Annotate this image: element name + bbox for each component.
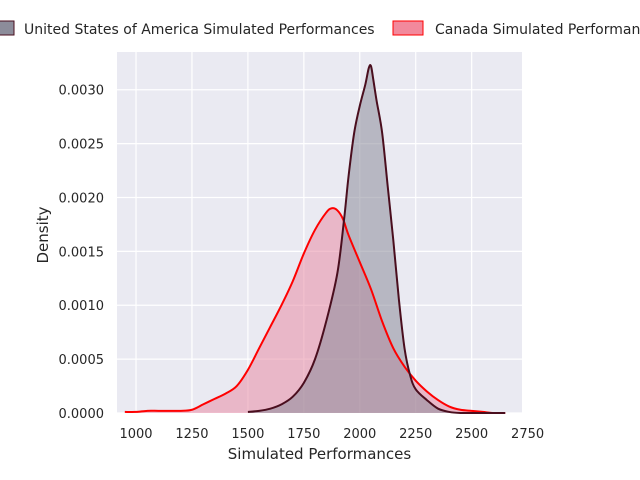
x-tick-label: 2500 xyxy=(455,427,488,442)
density-line-canada xyxy=(124,207,506,415)
y-tick-label: 0.0025 xyxy=(59,138,105,153)
x-axis-title: Simulated Performances xyxy=(228,445,412,463)
y-tick-label: 0.0000 xyxy=(59,407,105,422)
density-line-usa xyxy=(247,64,506,415)
y-tick-label: 0.0015 xyxy=(59,245,105,260)
legend-swatch-canada xyxy=(392,20,424,36)
y-tick-label: 0.0030 xyxy=(59,84,105,99)
x-tick-label: 1000 xyxy=(119,427,152,442)
y-axis-title: Density xyxy=(34,206,52,263)
y-tick-label: 0.0020 xyxy=(59,191,105,206)
density-fill-usa xyxy=(247,65,506,414)
y-tick-label: 0.0010 xyxy=(59,299,105,314)
density-fills xyxy=(124,65,506,414)
x-tick-label: 2000 xyxy=(343,427,376,442)
legend-label-canada: Canada Simulated Performances xyxy=(435,22,640,38)
x-tick-label: 2250 xyxy=(399,427,432,442)
x-tick-label: 1750 xyxy=(287,427,320,442)
y-tick-label: 0.0005 xyxy=(59,353,105,368)
tick-labels: 1000 1250 1500 1750 2000 2250 2500 2750 0.0000 0.… xyxy=(59,84,545,442)
legend-swatch-usa xyxy=(0,20,15,36)
x-tick-label: 2750 xyxy=(511,427,544,442)
density-fill-canada xyxy=(124,208,506,413)
x-tick-label: 1250 xyxy=(175,427,208,442)
legend-label-usa: United States of America Simulated Perfo… xyxy=(24,22,375,38)
density-lines xyxy=(124,64,506,415)
x-tick-label: 1500 xyxy=(231,427,264,442)
legend: United States of America Simulated Perfo… xyxy=(0,20,640,38)
